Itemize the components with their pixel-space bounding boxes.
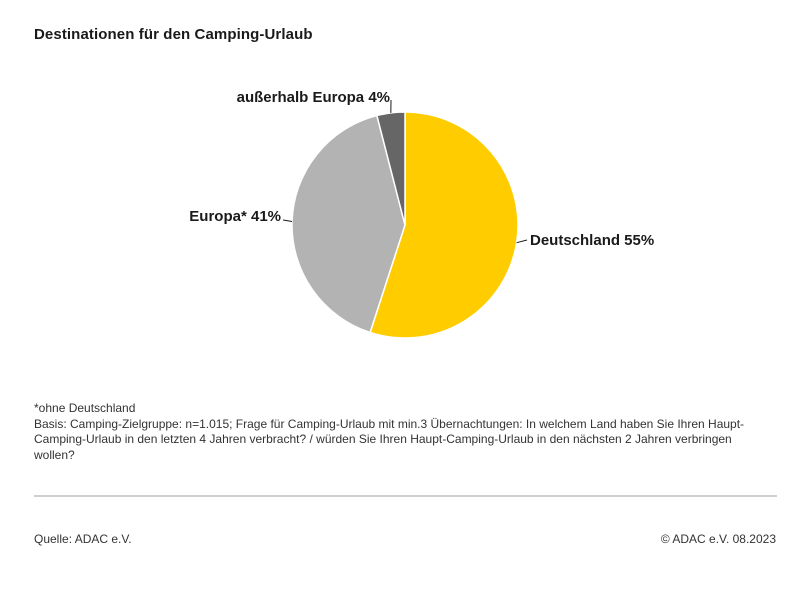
- source-text: Quelle: ADAC e.V.: [34, 532, 132, 546]
- leader-line-0: [516, 239, 528, 244]
- leader-lines: [282, 99, 528, 244]
- pie-slices: [291, 111, 519, 339]
- pie-slice-europa: [291, 114, 406, 334]
- slice-label-deutschland: Deutschland 55%: [530, 232, 654, 249]
- leader-line-1: [282, 219, 293, 222]
- copyright-text: © ADAC e.V. 08.2023: [660, 532, 776, 546]
- footer-divider: [34, 495, 777, 497]
- pie-slice-deutschland: [369, 111, 519, 339]
- slice-label-ausserhalb-europa: außerhalb Europa 4%: [237, 89, 390, 106]
- pie-chart: Deutschland 55% Europa* 41% außerhalb Eu…: [189, 89, 654, 339]
- slice-label-europa: Europa* 41%: [189, 208, 281, 225]
- chart-title: Destinationen für den Camping-Urlaub: [34, 26, 313, 43]
- footnote: *ohne Deutschland: [34, 401, 136, 415]
- chart-notes: *ohne Deutschland Basis: Camping-Zielgru…: [34, 401, 774, 463]
- basis-note: Basis: Camping-Zielgruppe: n=1.015; Frag…: [34, 416, 745, 462]
